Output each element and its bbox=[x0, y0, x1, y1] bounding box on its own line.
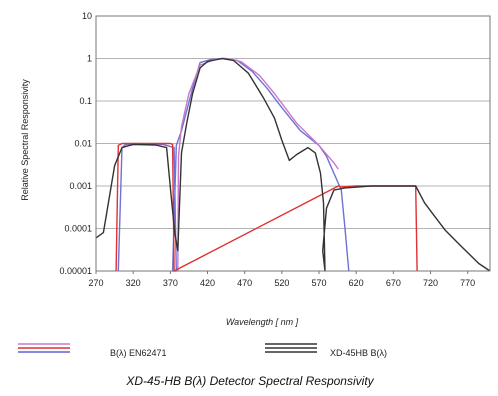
y-tick-label: 0.00001 bbox=[59, 266, 92, 276]
x-tick-label: 720 bbox=[423, 278, 438, 288]
legend-label: B(λ) EN62471 bbox=[110, 348, 167, 358]
y-tick-label: 1 bbox=[87, 54, 92, 64]
x-tick-label: 620 bbox=[349, 278, 364, 288]
x-tick-label: 570 bbox=[312, 278, 327, 288]
y-axis-title: Relative Spectral Responsivity bbox=[20, 79, 30, 201]
x-tick-label: 520 bbox=[274, 278, 289, 288]
x-tick-label: 370 bbox=[163, 278, 178, 288]
series-layer bbox=[95, 57, 491, 272]
series-line-1 bbox=[117, 57, 350, 272]
legend: B(λ) EN62471 XD-45HB B(λ) bbox=[18, 343, 387, 358]
x-tick-label: 270 bbox=[88, 278, 103, 288]
x-axis-title: Wavelength [ nm ] bbox=[226, 317, 299, 327]
y-tick-label: 0.01 bbox=[74, 139, 92, 149]
x-tick-label: 420 bbox=[200, 278, 215, 288]
y-tick-label: 0.0001 bbox=[64, 224, 92, 234]
x-tick-label: 470 bbox=[237, 278, 252, 288]
series-line-4 bbox=[95, 57, 491, 272]
x-tick-label: 770 bbox=[460, 278, 475, 288]
y-tick-label: 10 bbox=[82, 11, 92, 21]
chart-title: XD-45-HB B(λ) Detector Spectral Responsi… bbox=[125, 374, 374, 388]
x-tick-label: 320 bbox=[126, 278, 141, 288]
plot-frame bbox=[95, 15, 491, 272]
y-tick-label: 0.001 bbox=[69, 181, 92, 191]
y-tick-label: 0.1 bbox=[79, 96, 92, 106]
legend-label: XD-45HB B(λ) bbox=[330, 348, 387, 358]
axis-layer: 0.00001 0.0001 0.001 0.01 0.1 1 10 270 320 370 420… bbox=[59, 11, 491, 288]
x-tick-label: 670 bbox=[386, 278, 401, 288]
